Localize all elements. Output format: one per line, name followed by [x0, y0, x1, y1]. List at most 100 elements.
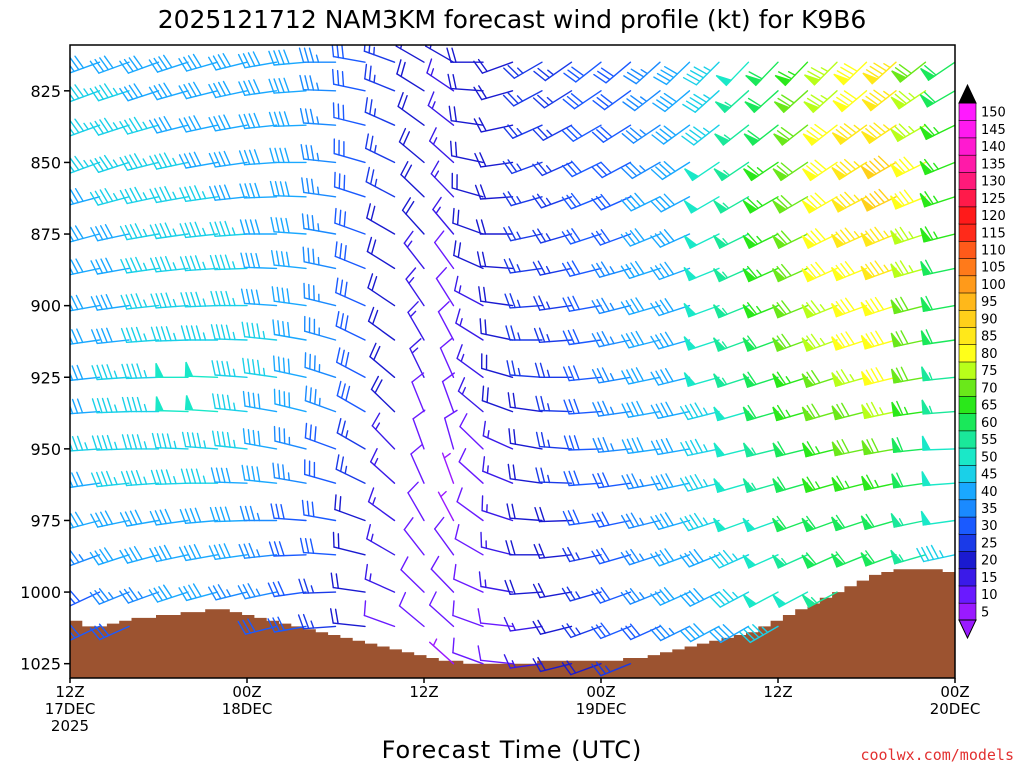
x-tick-label: 12Z [55, 683, 84, 701]
barb-half [756, 269, 763, 277]
wind-barb [801, 476, 838, 493]
barb-flag [712, 234, 728, 250]
barb-flag [860, 370, 873, 386]
colorbar-label: 25 [981, 537, 998, 552]
barb-flag [684, 168, 700, 182]
barb-full [242, 53, 251, 68]
wind-barb [712, 233, 750, 250]
barb-full [533, 327, 541, 343]
wind-barb [682, 90, 720, 113]
y-tick-label: 850 [30, 153, 61, 172]
barb-full [96, 435, 103, 451]
barb-half [406, 240, 413, 248]
barb-full [304, 108, 310, 125]
barb-full [338, 209, 342, 226]
barb-full [243, 113, 251, 129]
barb-flag [712, 304, 727, 319]
barb-full [366, 236, 373, 253]
wind-barb [434, 516, 455, 556]
wind-barb [395, 45, 425, 63]
barb-half [908, 92, 916, 99]
wind-barb [921, 399, 955, 415]
wind-barb [301, 499, 337, 522]
barb-full [153, 118, 163, 133]
barb-full [99, 511, 109, 526]
barb-full [896, 472, 904, 488]
barb-full [535, 431, 541, 448]
barb-full [916, 547, 925, 563]
barb-half [703, 127, 711, 134]
barb-full [255, 252, 261, 269]
wind-barb [591, 229, 632, 246]
colorbar-swatch [958, 171, 977, 190]
wind-barb [149, 508, 189, 526]
barb-full [192, 81, 202, 96]
colorbar-label: 80 [981, 347, 998, 362]
wind-barb [503, 61, 543, 79]
wind-barb [181, 431, 219, 450]
barb-half [721, 341, 728, 349]
wind-barb [712, 517, 750, 533]
barb-full [272, 319, 276, 336]
barb-shaft [480, 622, 514, 628]
barb-full [124, 548, 134, 563]
barb-full [89, 159, 100, 174]
wind-barb [591, 622, 632, 640]
barb-flag [920, 510, 932, 526]
barb-full [278, 77, 285, 94]
barb-full [512, 464, 516, 481]
wind-barb [801, 370, 838, 388]
barb-half [112, 159, 119, 167]
wind-barb [150, 292, 189, 309]
wind-barb [119, 55, 160, 74]
barb-full [221, 360, 226, 377]
barb-full [154, 223, 163, 239]
barb-full [253, 112, 261, 128]
barb-full [104, 223, 114, 239]
barb-full [223, 543, 231, 558]
barb-full [439, 338, 453, 349]
wind-barb [237, 583, 278, 600]
barb-full [280, 504, 285, 520]
wind-barb [179, 507, 219, 524]
barb-full [510, 540, 516, 556]
colorbar-label: 140 [981, 140, 1006, 155]
barb-full [806, 130, 820, 141]
barb-full [898, 123, 911, 135]
barb-full [94, 58, 105, 73]
wind-barb [831, 475, 868, 492]
barb-full [714, 629, 726, 641]
wind-barb [860, 513, 897, 531]
barb-full [806, 476, 816, 491]
barb-flag [714, 133, 731, 146]
barb-full [654, 265, 665, 279]
x-tick-label: 00Z [586, 683, 615, 701]
barb-full [185, 292, 192, 308]
barb-full [75, 294, 84, 310]
wind-barb [211, 393, 248, 413]
barb-full [242, 390, 246, 407]
barb-full [213, 82, 222, 98]
wind-barb [772, 194, 809, 214]
barb-half [142, 228, 148, 237]
wind-barb [508, 428, 543, 450]
wind-barb [503, 226, 543, 242]
barb-full [650, 593, 661, 606]
barb-full [193, 151, 202, 167]
barb-full [103, 55, 114, 69]
barb-full [452, 637, 455, 654]
barb-full [123, 86, 134, 100]
barb-full [215, 324, 221, 340]
barb-full [106, 397, 113, 413]
barb-full [747, 335, 758, 349]
barb-full [210, 290, 216, 307]
colorbar-label: 95 [981, 295, 998, 310]
wind-barb [651, 124, 691, 145]
wind-barb [299, 107, 337, 126]
barb-full [511, 360, 516, 377]
wind-barb [210, 290, 248, 307]
barb-full [869, 262, 880, 276]
wind-barb [178, 544, 219, 562]
barb-full [364, 63, 368, 80]
barb-full [129, 187, 138, 203]
